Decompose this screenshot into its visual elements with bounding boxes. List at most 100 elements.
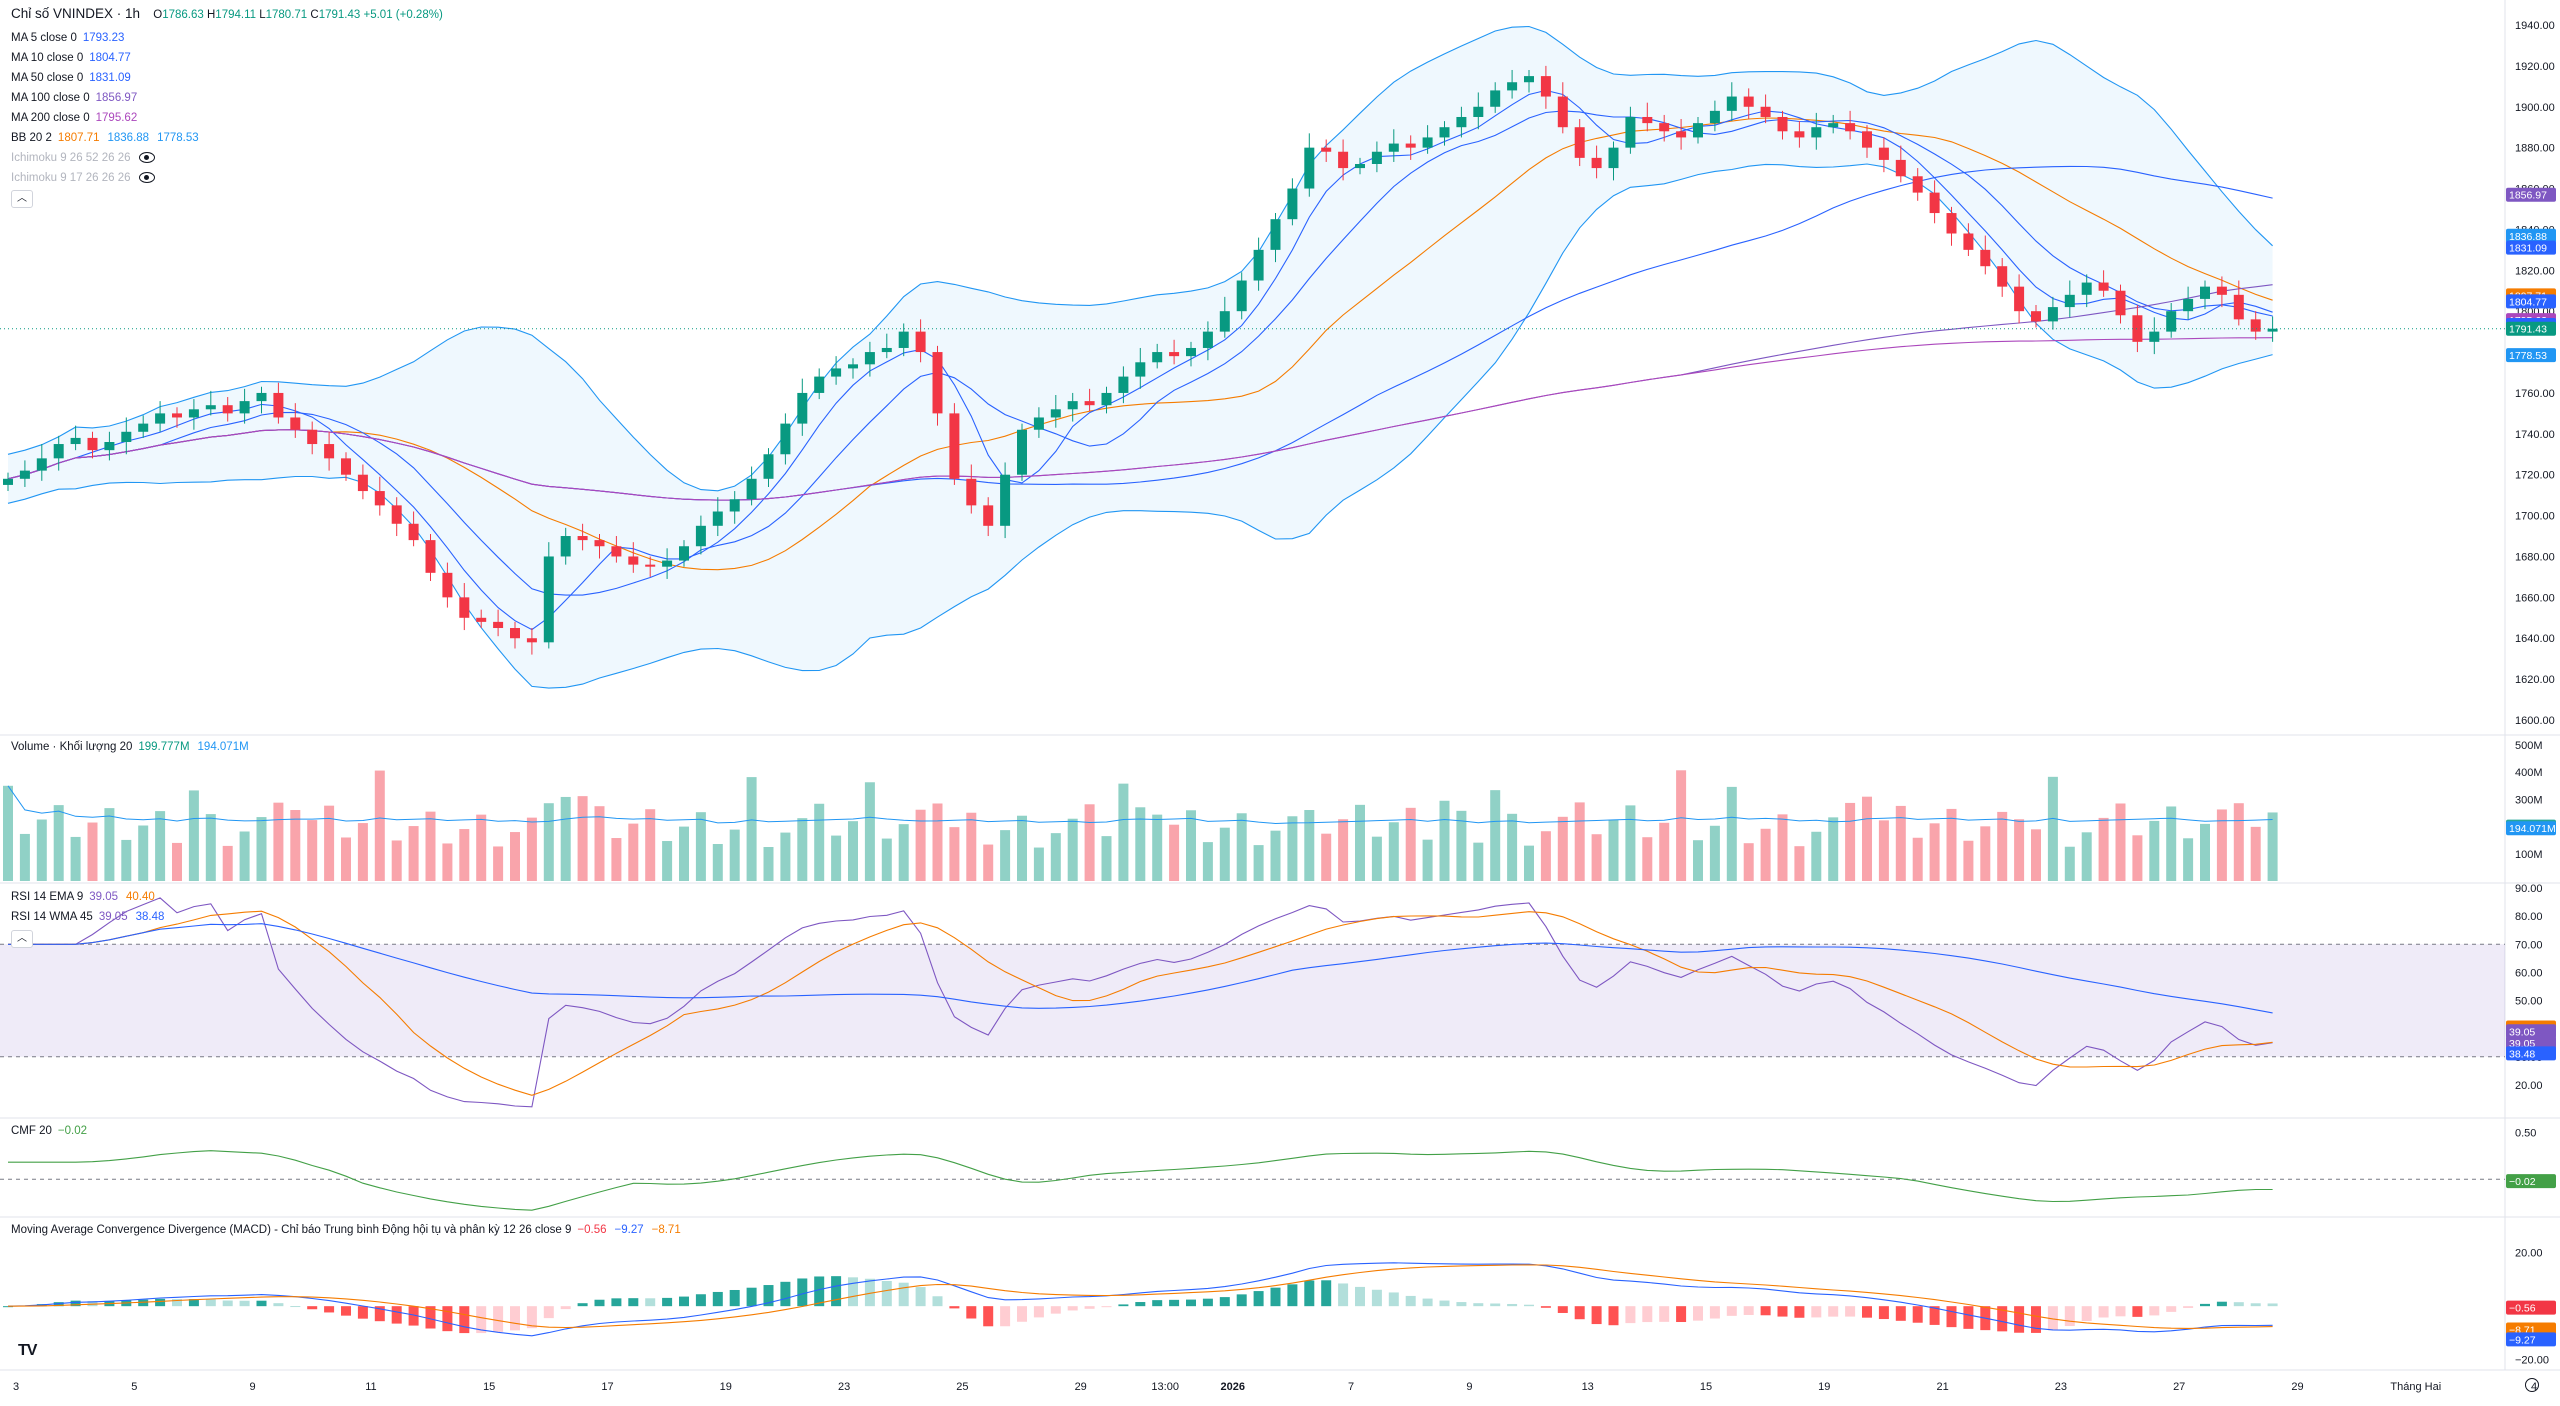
volume-bar — [1152, 814, 1163, 881]
volume-bar — [1828, 817, 1839, 881]
rsi-band — [0, 944, 2505, 1057]
cmf-legend[interactable]: CMF 20 −0.02 — [11, 1125, 88, 1137]
candle-body — [1574, 127, 1585, 158]
legend-row-hidden[interactable]: Ichimoku 9 17 26 26 26 — [11, 168, 155, 188]
tradingview-logo: TV — [18, 1342, 37, 1359]
candle-body — [1642, 116, 1653, 124]
collapse-rsi-legend-button[interactable]: ︿ — [11, 930, 33, 948]
candle-body — [374, 491, 385, 506]
candle-body — [1135, 362, 1146, 377]
legend-row-hidden[interactable]: Ichimoku 9 26 52 26 26 — [11, 148, 155, 168]
candle-body — [543, 556, 554, 643]
macd-histogram-bar — [1845, 1306, 1856, 1317]
macd-histogram-bar — [188, 1299, 199, 1307]
macd-histogram-bar — [915, 1287, 926, 1307]
rsi-tick-label: 50.00 — [2515, 996, 2543, 1008]
volume-bar — [357, 823, 368, 881]
candle-body — [2014, 286, 2025, 312]
eye-hidden-icon[interactable] — [138, 152, 155, 164]
price-tick-label: 1740.00 — [2515, 429, 2555, 441]
macd-histogram-bar — [1422, 1298, 1433, 1307]
legend-row[interactable]: BB 20 2 1807.71 1836.88 1778.53 — [11, 132, 199, 144]
volume-bar — [1659, 822, 1670, 881]
volume-bar — [864, 782, 875, 881]
candle-body — [1236, 280, 1247, 312]
volume-bar — [188, 790, 199, 881]
macd-histogram-bar — [1574, 1306, 1585, 1320]
candle-body — [273, 392, 284, 418]
volume-legend[interactable]: Volume · Khối lượng 20 199.777M 194.071M — [11, 741, 249, 753]
legend-row[interactable]: MA 10 close 0 1804.77 — [11, 52, 131, 64]
volume-bar — [594, 806, 605, 881]
macd-histogram-bar — [1473, 1303, 1484, 1307]
macd-histogram-bar — [341, 1306, 351, 1316]
candle-body — [1895, 159, 1906, 177]
macd-tick-label: −20.00 — [2515, 1355, 2549, 1367]
volume-bar — [1760, 828, 1771, 881]
candle-body — [2047, 307, 2058, 322]
candle-body — [2098, 282, 2109, 291]
volume-bar — [1980, 826, 1991, 881]
candle-body — [357, 474, 368, 492]
price-tick-label: 1700.00 — [2515, 511, 2555, 523]
candle-body — [155, 413, 166, 424]
candle-body — [425, 540, 436, 573]
candle-body — [104, 442, 115, 451]
volume-bar — [1017, 815, 1027, 881]
candle-body — [138, 423, 149, 432]
macd-legend[interactable]: Moving Average Convergence Divergence (M… — [11, 1224, 681, 1236]
volume-bar — [2064, 846, 2075, 881]
candle-body — [1084, 401, 1095, 406]
macd-histogram-bar — [1118, 1304, 1129, 1307]
macd-histogram-bar — [138, 1299, 149, 1307]
volume-label — [2506, 821, 2556, 836]
candle-body — [493, 621, 504, 629]
macd-histogram-bar — [1625, 1306, 1636, 1324]
settings-gear-icon[interactable] — [2525, 1378, 2539, 1392]
symbol-title[interactable]: Chỉ số VNINDEX · 1h — [11, 6, 141, 21]
cmf-tick-label: 0.50 — [2515, 1127, 2536, 1139]
time-tick-label: 17 — [601, 1381, 613, 1393]
legend-row[interactable]: MA 5 close 0 1793.23 — [11, 32, 125, 44]
volume-bar — [611, 838, 622, 881]
candle-body — [966, 478, 977, 506]
macd-histogram-bar — [746, 1287, 757, 1307]
volume-bar — [1811, 831, 1822, 881]
macd-histogram-bar — [1490, 1303, 1501, 1307]
cmf-line — [8, 1150, 2273, 1211]
time-tick-label: 21 — [1936, 1381, 1948, 1393]
time-tick-label: 19 — [1818, 1381, 1830, 1393]
price-tick-label: 1820.00 — [2515, 265, 2555, 277]
price-label — [2506, 348, 2556, 363]
volume-bar — [1186, 810, 1196, 881]
macd-histogram-bar — [1169, 1299, 1180, 1307]
price-label — [2506, 228, 2556, 243]
legend-row[interactable]: MA 200 close 0 1795.62 — [11, 112, 138, 124]
volume-bar — [1997, 811, 2008, 881]
macd-histogram-bar — [425, 1306, 436, 1329]
candle-body — [307, 429, 318, 445]
candle-body — [2200, 286, 2210, 299]
macd-histogram-bar — [1659, 1306, 1670, 1322]
candle-body — [679, 546, 689, 561]
macd-histogram-bar — [1338, 1283, 1349, 1307]
volume-bar — [1388, 822, 1399, 881]
macd-histogram-bar — [459, 1306, 470, 1334]
legend-row[interactable]: MA 50 close 0 1831.09 — [11, 72, 131, 84]
bollinger-lower-line — [7, 163, 2273, 689]
macd-histogram-bar — [560, 1306, 571, 1310]
legend-row[interactable]: MA 100 close 0 1856.97 — [11, 92, 138, 104]
rsi-wma-legend[interactable]: RSI 14 WMA 45 39.05 38.48 — [11, 911, 165, 923]
macd-label-text: −9.27 — [2509, 1334, 2536, 1346]
candle-body — [526, 638, 537, 643]
rsi-ema-legend[interactable]: RSI 14 EMA 9 39.05 40.40 — [11, 891, 155, 903]
volume-bar — [1490, 790, 1501, 881]
macd-histogram-bar — [831, 1276, 842, 1307]
collapse-legend-button[interactable]: ︿ — [11, 190, 33, 208]
macd-histogram-bar — [1591, 1306, 1602, 1325]
candle-body — [1540, 76, 1551, 97]
volume-bar — [239, 831, 250, 881]
ma10-line — [7, 110, 2273, 596]
eye-hidden-icon[interactable] — [138, 172, 155, 184]
